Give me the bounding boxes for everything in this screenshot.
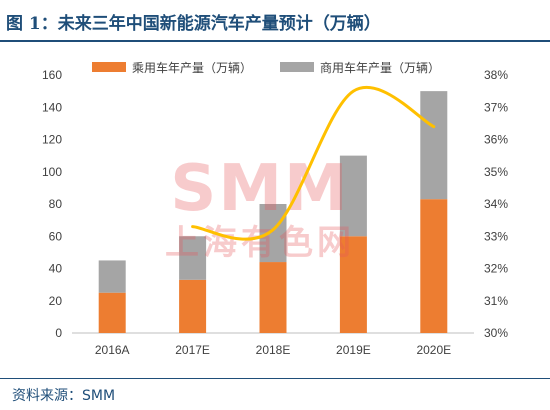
y-left-tick-label: 100 [42,165,62,179]
legend-label-passenger: 乘用车年产量（万辆） [132,60,252,75]
legend-label-commercial: 商用车年产量（万辆） [320,60,440,75]
title-bar: 图 1：未来三年中国新能源汽车产量预计（万辆） [0,0,550,46]
y-right-tick-label: 38% [484,68,508,82]
watermark-logo: SMM [170,152,349,226]
y-right-tick-label: 33% [484,229,508,243]
y-left-tick-label: 140 [42,100,62,114]
legend-swatch-passenger [92,62,126,72]
y-left-tick-label: 120 [42,133,62,147]
line-series-share [191,85,436,241]
y-left-tick-label: 40 [49,262,63,276]
y-right-tick-label: 32% [484,262,508,276]
y-left-tick-label: 0 [55,326,62,340]
y-left-tick-label: 60 [49,229,63,243]
chart-title: 图 1：未来三年中国新能源汽车产量预计（万辆） [6,14,381,34]
bar-passenger [179,279,207,333]
bar-commercial [420,91,448,200]
y-left-tick-label: 160 [42,68,62,82]
source-note: 资料来源：SMM [12,388,116,404]
y-right-tick-label: 36% [484,133,508,147]
x-tick-label: 2016A [95,343,130,357]
y-right-tick-label: 37% [484,100,508,114]
bar-commercial [259,204,287,263]
watermark-text: 上海有色网 [165,223,355,263]
y-left-tick-label: 20 [49,294,63,308]
bar-commercial [339,155,367,237]
y-right-tick-label: 35% [484,165,508,179]
bar-commercial [98,260,126,293]
legend-swatch-commercial [280,62,314,72]
y-right-tick-label: 30% [484,326,508,340]
x-tick-label: 2020E [416,343,451,357]
bar-passenger [98,292,126,333]
title-divider [0,40,550,42]
y-right-tick-label: 31% [484,294,508,308]
bar-commercial [179,236,207,280]
footer-divider [0,378,550,379]
bar-passenger [339,236,367,333]
y-left-tick-label: 80 [49,197,63,211]
x-tick-label: 2019E [336,343,371,357]
x-tick-label: 2018E [256,343,291,357]
bar-passenger [259,262,287,333]
chart: 0 20 40 60 80 100 120 140 160 30% 31% 32% 33% 34% 35% 3… [42,60,508,357]
x-tick-label: 2017E [175,343,210,357]
bar-passenger [420,199,448,333]
y-right-tick-label: 34% [484,197,508,211]
